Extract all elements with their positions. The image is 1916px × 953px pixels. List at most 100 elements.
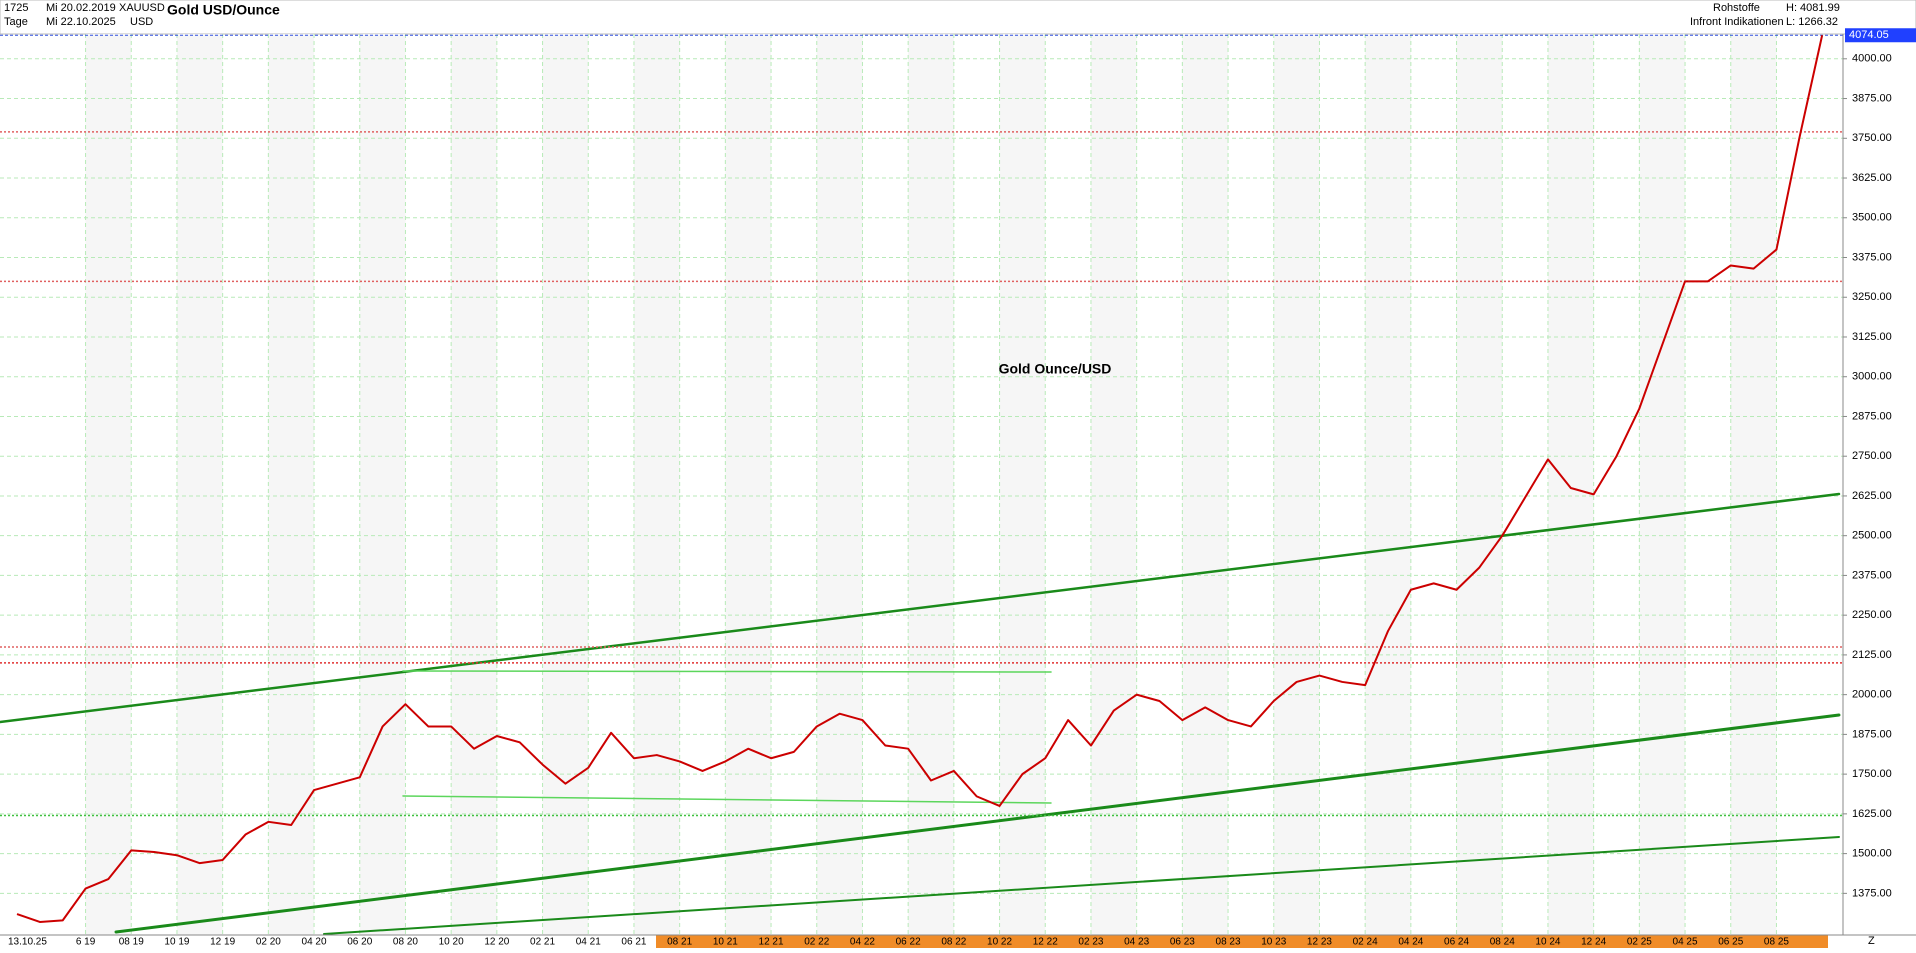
x-tick-label: 12 23 (1307, 937, 1332, 948)
y-tick-label: 1500.00 (1852, 848, 1892, 860)
y-tick-label: 2000.00 (1852, 689, 1892, 701)
background-band (1730, 34, 1777, 935)
currency: USD (130, 16, 153, 28)
y-tick-label: 3875.00 (1852, 92, 1892, 104)
y-tick-label: 3750.00 (1852, 132, 1892, 144)
background-band (1456, 34, 1503, 935)
y-tick-label: 3125.00 (1852, 331, 1892, 343)
background-band (1090, 34, 1137, 935)
y-tick-label: 2250.00 (1852, 609, 1892, 621)
background-band (85, 34, 132, 935)
background-band (633, 34, 680, 935)
x-tick-label: 06 23 (1170, 937, 1195, 948)
x-tick-label: 08 19 (119, 937, 144, 948)
background-band (1182, 34, 1229, 935)
x-tick-label: 12 20 (484, 937, 509, 948)
x-tick-label: 02 24 (1353, 937, 1378, 948)
y-tick-label: 2375.00 (1852, 569, 1892, 581)
y-tick-label: 3375.00 (1852, 251, 1892, 263)
x-tick-label: 06 22 (896, 937, 921, 948)
x-tick-label: 10 23 (1261, 937, 1286, 948)
current-price-box (1845, 28, 1916, 43)
high: H: 4081.99 (1786, 2, 1840, 14)
x-tick-label: 08 23 (1216, 937, 1241, 948)
x-tick-label: 02 21 (530, 937, 555, 948)
x-tick-label: 04 25 (1673, 937, 1698, 948)
bars-count: 1725 (4, 2, 28, 14)
price-line (16, 35, 1824, 923)
background-band (1639, 34, 1686, 935)
y-tick-label: 3500.00 (1852, 212, 1892, 224)
y-tick-label: 2625.00 (1852, 490, 1892, 502)
background-band (268, 34, 315, 935)
x-tick-label: 08 24 (1490, 937, 1515, 948)
period: Tage (4, 16, 28, 28)
trend-line (114, 713, 1841, 934)
x-tick-label: 6 19 (76, 937, 96, 948)
y-tick-label: 1375.00 (1852, 887, 1892, 899)
background-band (176, 34, 223, 935)
x-tick-label: 04 22 (850, 937, 875, 948)
trend-lines (0, 492, 1841, 935)
x-tick-label: 10 19 (164, 937, 189, 948)
x-tick-label: 06 21 (621, 937, 646, 948)
x-tick-label: 10 24 (1535, 937, 1560, 948)
x-tick-label: 04 23 (1124, 937, 1149, 948)
y-tick-label: 2875.00 (1852, 410, 1892, 422)
x-tick-label: 12 22 (1033, 937, 1058, 948)
x-tick-label: 04 20 (302, 937, 327, 948)
x-tick-label: 02 20 (256, 937, 281, 948)
background-band (542, 34, 589, 935)
instrument-name: Gold USD/Ounce (167, 2, 280, 18)
y-tick-label: 2125.00 (1852, 649, 1892, 661)
x-tick-label: 06 24 (1444, 937, 1469, 948)
category: Rohstoffe (1713, 2, 1760, 14)
x-tick-label: 02 23 (1078, 937, 1103, 948)
y-tick-label: 3000.00 (1852, 371, 1892, 383)
background-band (999, 34, 1046, 935)
y-tick-label: 3250.00 (1852, 291, 1892, 303)
y-tick-label: 1750.00 (1852, 768, 1892, 780)
y-tick-label: 4000.00 (1852, 53, 1892, 65)
x-tick-label: 10 22 (987, 937, 1012, 948)
x-tick-label: 10 21 (713, 937, 738, 948)
x-tick-label: 08 20 (393, 937, 418, 948)
background-band (816, 34, 863, 935)
support-line (402, 670, 1052, 673)
x-tick-label: 08 21 (667, 937, 692, 948)
background-band (359, 34, 406, 935)
low: L: 1266.32 (1786, 16, 1838, 28)
trend-line (323, 836, 1840, 935)
axis-highlight (656, 935, 1828, 948)
chart-title: Gold Ounce/USD (999, 361, 1112, 377)
background-band (725, 34, 772, 935)
y-tick-label: 1625.00 (1852, 808, 1892, 820)
background-band (1547, 34, 1594, 935)
background-band (1273, 34, 1320, 935)
x-tick-label: 12 24 (1581, 937, 1606, 948)
x-tick-label: 06 20 (347, 937, 372, 948)
symbol: XAUUSD (119, 2, 165, 14)
x-tick-label: 06 25 (1718, 937, 1743, 948)
start-date: Mi 20.02.2019 (46, 2, 116, 14)
background-band (1365, 34, 1411, 935)
x-tick-label: 02 25 (1627, 937, 1652, 948)
x-tick-label: 12 21 (759, 937, 784, 948)
y-tick-label: 2500.00 (1852, 530, 1892, 542)
corner-label: Z (1868, 935, 1875, 947)
y-tick-label: 3625.00 (1852, 172, 1892, 184)
x-tick-label: 12 19 (210, 937, 235, 948)
support-line (402, 795, 1052, 804)
x-tick-label: 04 21 (576, 937, 601, 948)
background-band (908, 34, 954, 935)
x-tick-label: 10 20 (439, 937, 464, 948)
trend-line (0, 492, 1841, 724)
current-price-label: 4074.05 (1849, 29, 1889, 41)
background-band (451, 34, 497, 935)
x-tick-label: 08 22 (941, 937, 966, 948)
cursor-date: 13.10.25 (8, 937, 47, 948)
x-tick-label: 04 24 (1398, 937, 1423, 948)
y-tick-label: 1875.00 (1852, 728, 1892, 740)
